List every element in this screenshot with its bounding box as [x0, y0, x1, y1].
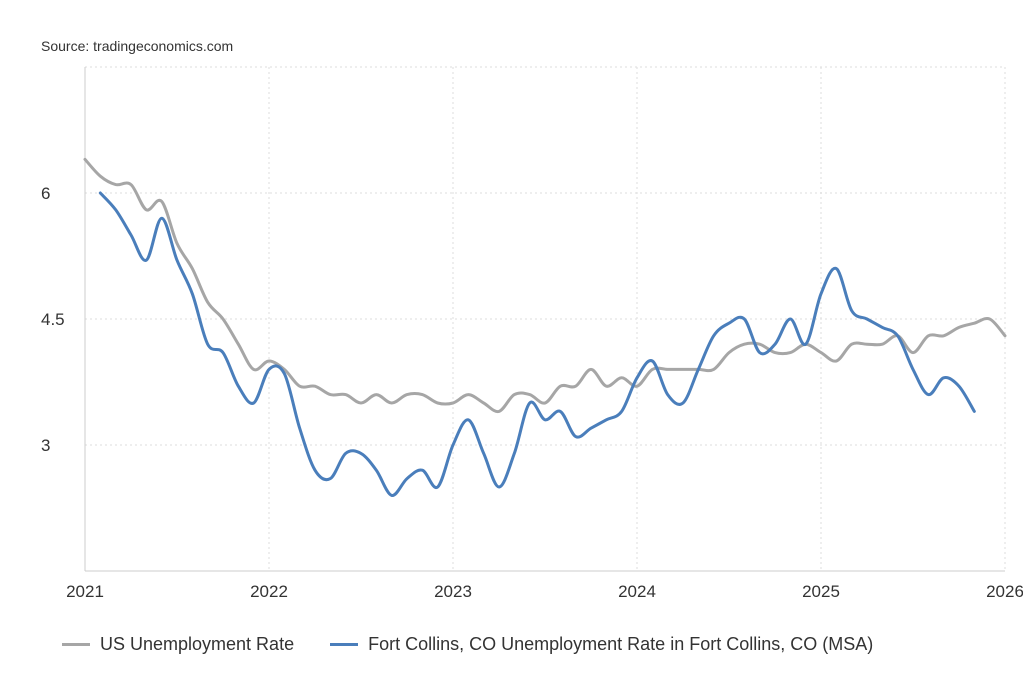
source-label: Source: tradingeconomics.com	[41, 38, 234, 54]
x-tick-label: 2026	[986, 582, 1023, 601]
legend-item-us[interactable]: US Unemployment Rate	[62, 634, 294, 655]
legend-label-us: US Unemployment Rate	[100, 634, 295, 654]
legend-swatch-us	[62, 643, 90, 646]
legend-swatch-fort-collins	[330, 643, 359, 646]
legend-label-fort-collins: Fort Collins, CO Unemployment Rate in Fo…	[368, 634, 874, 654]
x-tick-label: 2024	[618, 582, 656, 601]
x-tick-label: 2025	[802, 582, 840, 601]
fort-collins-unemployment-line	[98, 191, 976, 497]
legend-item-fort-collins[interactable]: Fort Collins, CO Unemployment Rate in Fo…	[330, 634, 873, 655]
x-tick-label: 2021	[66, 582, 104, 601]
x-tick-label: 2023	[434, 582, 472, 601]
y-tick-label: 3	[41, 436, 50, 455]
y-tick-label: 4.5	[41, 310, 65, 329]
y-tick-label: 6	[41, 184, 50, 203]
us-unemployment-line	[83, 157, 1007, 414]
x-tick-label: 2022	[250, 582, 288, 601]
legend: US Unemployment Rate Fort Collins, CO Un…	[62, 634, 873, 655]
